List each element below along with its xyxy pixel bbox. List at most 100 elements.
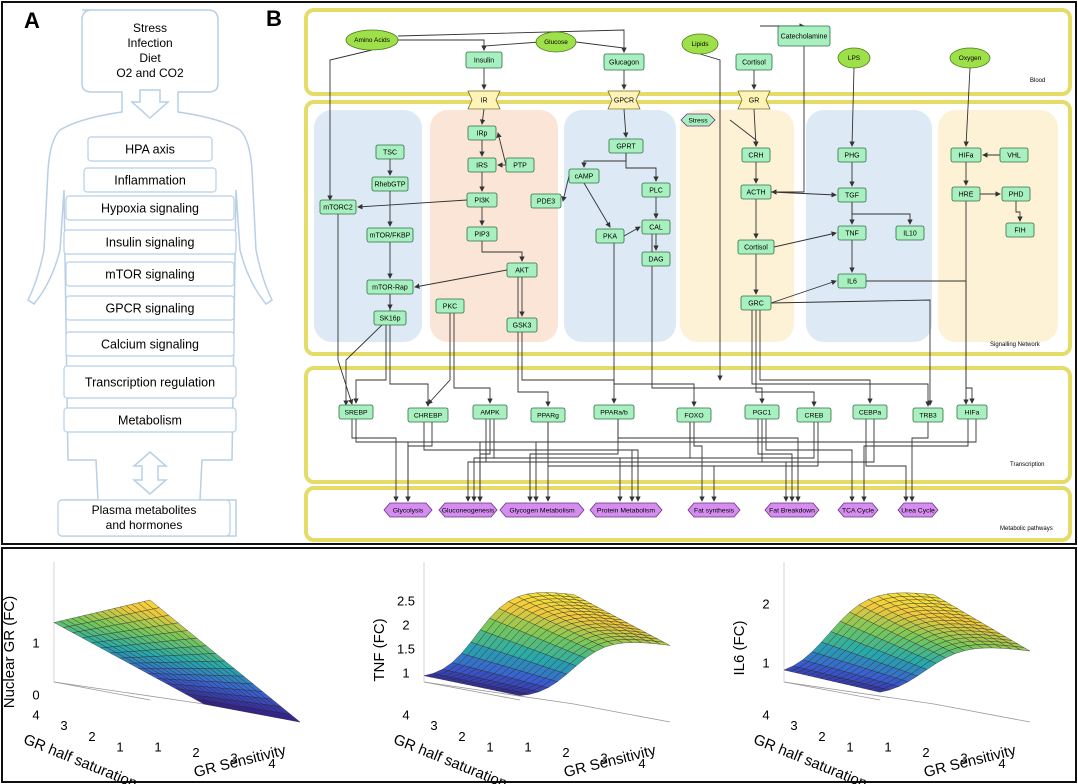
tf-box bbox=[593, 404, 635, 420]
node-rhebgtp: RhebGTP bbox=[371, 176, 409, 192]
y-tick: 3 bbox=[60, 718, 67, 733]
receptor-label: GR bbox=[749, 97, 760, 104]
node-box bbox=[319, 199, 357, 215]
axis-floor bbox=[783, 681, 1031, 723]
edge bbox=[909, 422, 929, 502]
node-label: IRp bbox=[477, 130, 488, 137]
edge bbox=[479, 108, 486, 125]
tf-node-11: HIFa bbox=[956, 404, 988, 420]
surface-cell bbox=[1014, 646, 1031, 652]
double-arrow-icon bbox=[132, 451, 168, 495]
edge bbox=[521, 332, 617, 404]
node-label: Catecholamine bbox=[781, 33, 828, 40]
layer-label: Hypoxia signaling bbox=[101, 201, 199, 215]
panel-a: A Stress Infection Diet O2 and CO2 HPA a… bbox=[24, 8, 273, 537]
input-glucose: Glucose bbox=[535, 31, 577, 53]
input-diet: Diet bbox=[139, 51, 161, 65]
tf-node-3: AMPK bbox=[472, 404, 508, 420]
edge bbox=[414, 269, 508, 289]
x-tick: 3 bbox=[230, 750, 237, 765]
edge bbox=[623, 226, 641, 237]
node-label: PIP3 bbox=[474, 231, 489, 238]
edge bbox=[699, 53, 723, 381]
surface-plot-3 bbox=[783, 562, 1031, 723]
pathway-label: Protein Metabolism bbox=[597, 507, 656, 514]
node-ptp: PTP bbox=[505, 157, 535, 173]
node-label: PHG bbox=[844, 152, 859, 159]
pathway-shape bbox=[499, 502, 585, 518]
node-box bbox=[999, 147, 1029, 163]
receptor-shape bbox=[607, 90, 641, 110]
pathway-shape bbox=[383, 502, 433, 518]
node-box bbox=[467, 125, 497, 141]
node-label: Cortisol bbox=[744, 244, 768, 251]
edge bbox=[481, 41, 541, 51]
z-axis-label: TNF (FC) bbox=[371, 618, 388, 681]
node-box bbox=[837, 147, 867, 163]
pathway-2: Gluconeogenesis bbox=[438, 502, 498, 518]
node-il6: IL6 bbox=[837, 273, 867, 289]
node-label: PDE3 bbox=[537, 198, 555, 205]
surface-plot-1 bbox=[53, 562, 301, 723]
tf-node-8: CREB bbox=[796, 407, 832, 423]
node-mtor_rap: mTOR-Rap bbox=[366, 279, 414, 295]
x-tick: 4 bbox=[268, 756, 275, 771]
node-il10: IL10 bbox=[895, 225, 925, 241]
node-phg: PHG bbox=[837, 147, 867, 163]
x-tick: 2 bbox=[562, 745, 569, 760]
tf-box bbox=[852, 404, 888, 420]
node-akt: AKT bbox=[506, 262, 538, 278]
edge bbox=[866, 280, 969, 405]
layer-box bbox=[63, 365, 237, 399]
node-pkc: PKC bbox=[435, 298, 465, 314]
edge bbox=[427, 313, 451, 405]
edge bbox=[389, 294, 431, 407]
edge bbox=[751, 310, 931, 407]
edge bbox=[496, 132, 507, 166]
pathway-shape bbox=[687, 502, 741, 518]
node-box bbox=[1001, 186, 1031, 202]
layer-label: Insulin signaling bbox=[106, 235, 195, 249]
z-tick: 0 bbox=[32, 687, 39, 702]
node-gprt: GPRT bbox=[608, 138, 644, 154]
node-irs: IRS bbox=[467, 157, 497, 173]
receptor-gpcr: GPCR bbox=[607, 90, 641, 110]
panel-b-letter: B bbox=[266, 6, 282, 31]
edge bbox=[527, 419, 619, 502]
y-tick: 1 bbox=[116, 739, 123, 754]
tf-box bbox=[912, 407, 944, 423]
input-label: Oxygen bbox=[959, 55, 982, 62]
layer-box bbox=[65, 195, 235, 221]
edge bbox=[337, 214, 354, 405]
edge bbox=[561, 175, 570, 202]
node-hifa: HIFa bbox=[950, 147, 982, 163]
node-box bbox=[641, 251, 671, 267]
input-amino_acids: Amino Acids bbox=[345, 29, 399, 51]
tf-label: AMPK bbox=[480, 409, 500, 416]
node-box bbox=[950, 147, 982, 163]
edge bbox=[351, 419, 399, 502]
x-tick: 1 bbox=[884, 739, 891, 754]
edge bbox=[757, 419, 795, 502]
tf-box bbox=[676, 407, 712, 423]
node-box bbox=[466, 226, 498, 242]
tf-node-4: PPARg bbox=[530, 407, 566, 423]
y-tick: 1 bbox=[846, 739, 853, 754]
input-ellipse bbox=[949, 47, 991, 69]
output-line-1: Plasma metabolites bbox=[92, 503, 197, 517]
x-axis-label: GR Sensitivity bbox=[562, 742, 658, 781]
pathway-label: Gluconeogenesis bbox=[442, 507, 495, 514]
x-tick: 2 bbox=[922, 745, 929, 760]
layer-box bbox=[65, 331, 235, 357]
pathway-label: TCA Cycle bbox=[842, 507, 874, 514]
y-tick: 2 bbox=[458, 729, 465, 744]
node-tsc: TSC bbox=[375, 144, 405, 160]
node-phd: PHD bbox=[1001, 186, 1031, 202]
tf-node-7: PGC1 bbox=[744, 404, 780, 420]
pathway-7: TCA Cycle bbox=[837, 502, 879, 518]
pathway-5: Fat synthesis bbox=[687, 502, 741, 518]
pathway-4: Protein Metabolism bbox=[589, 502, 663, 518]
pathway-label: Fat Breakdown bbox=[769, 507, 815, 514]
layer-2: Inflammation bbox=[83, 167, 217, 193]
node-glucagon: Glucagon bbox=[603, 53, 645, 71]
